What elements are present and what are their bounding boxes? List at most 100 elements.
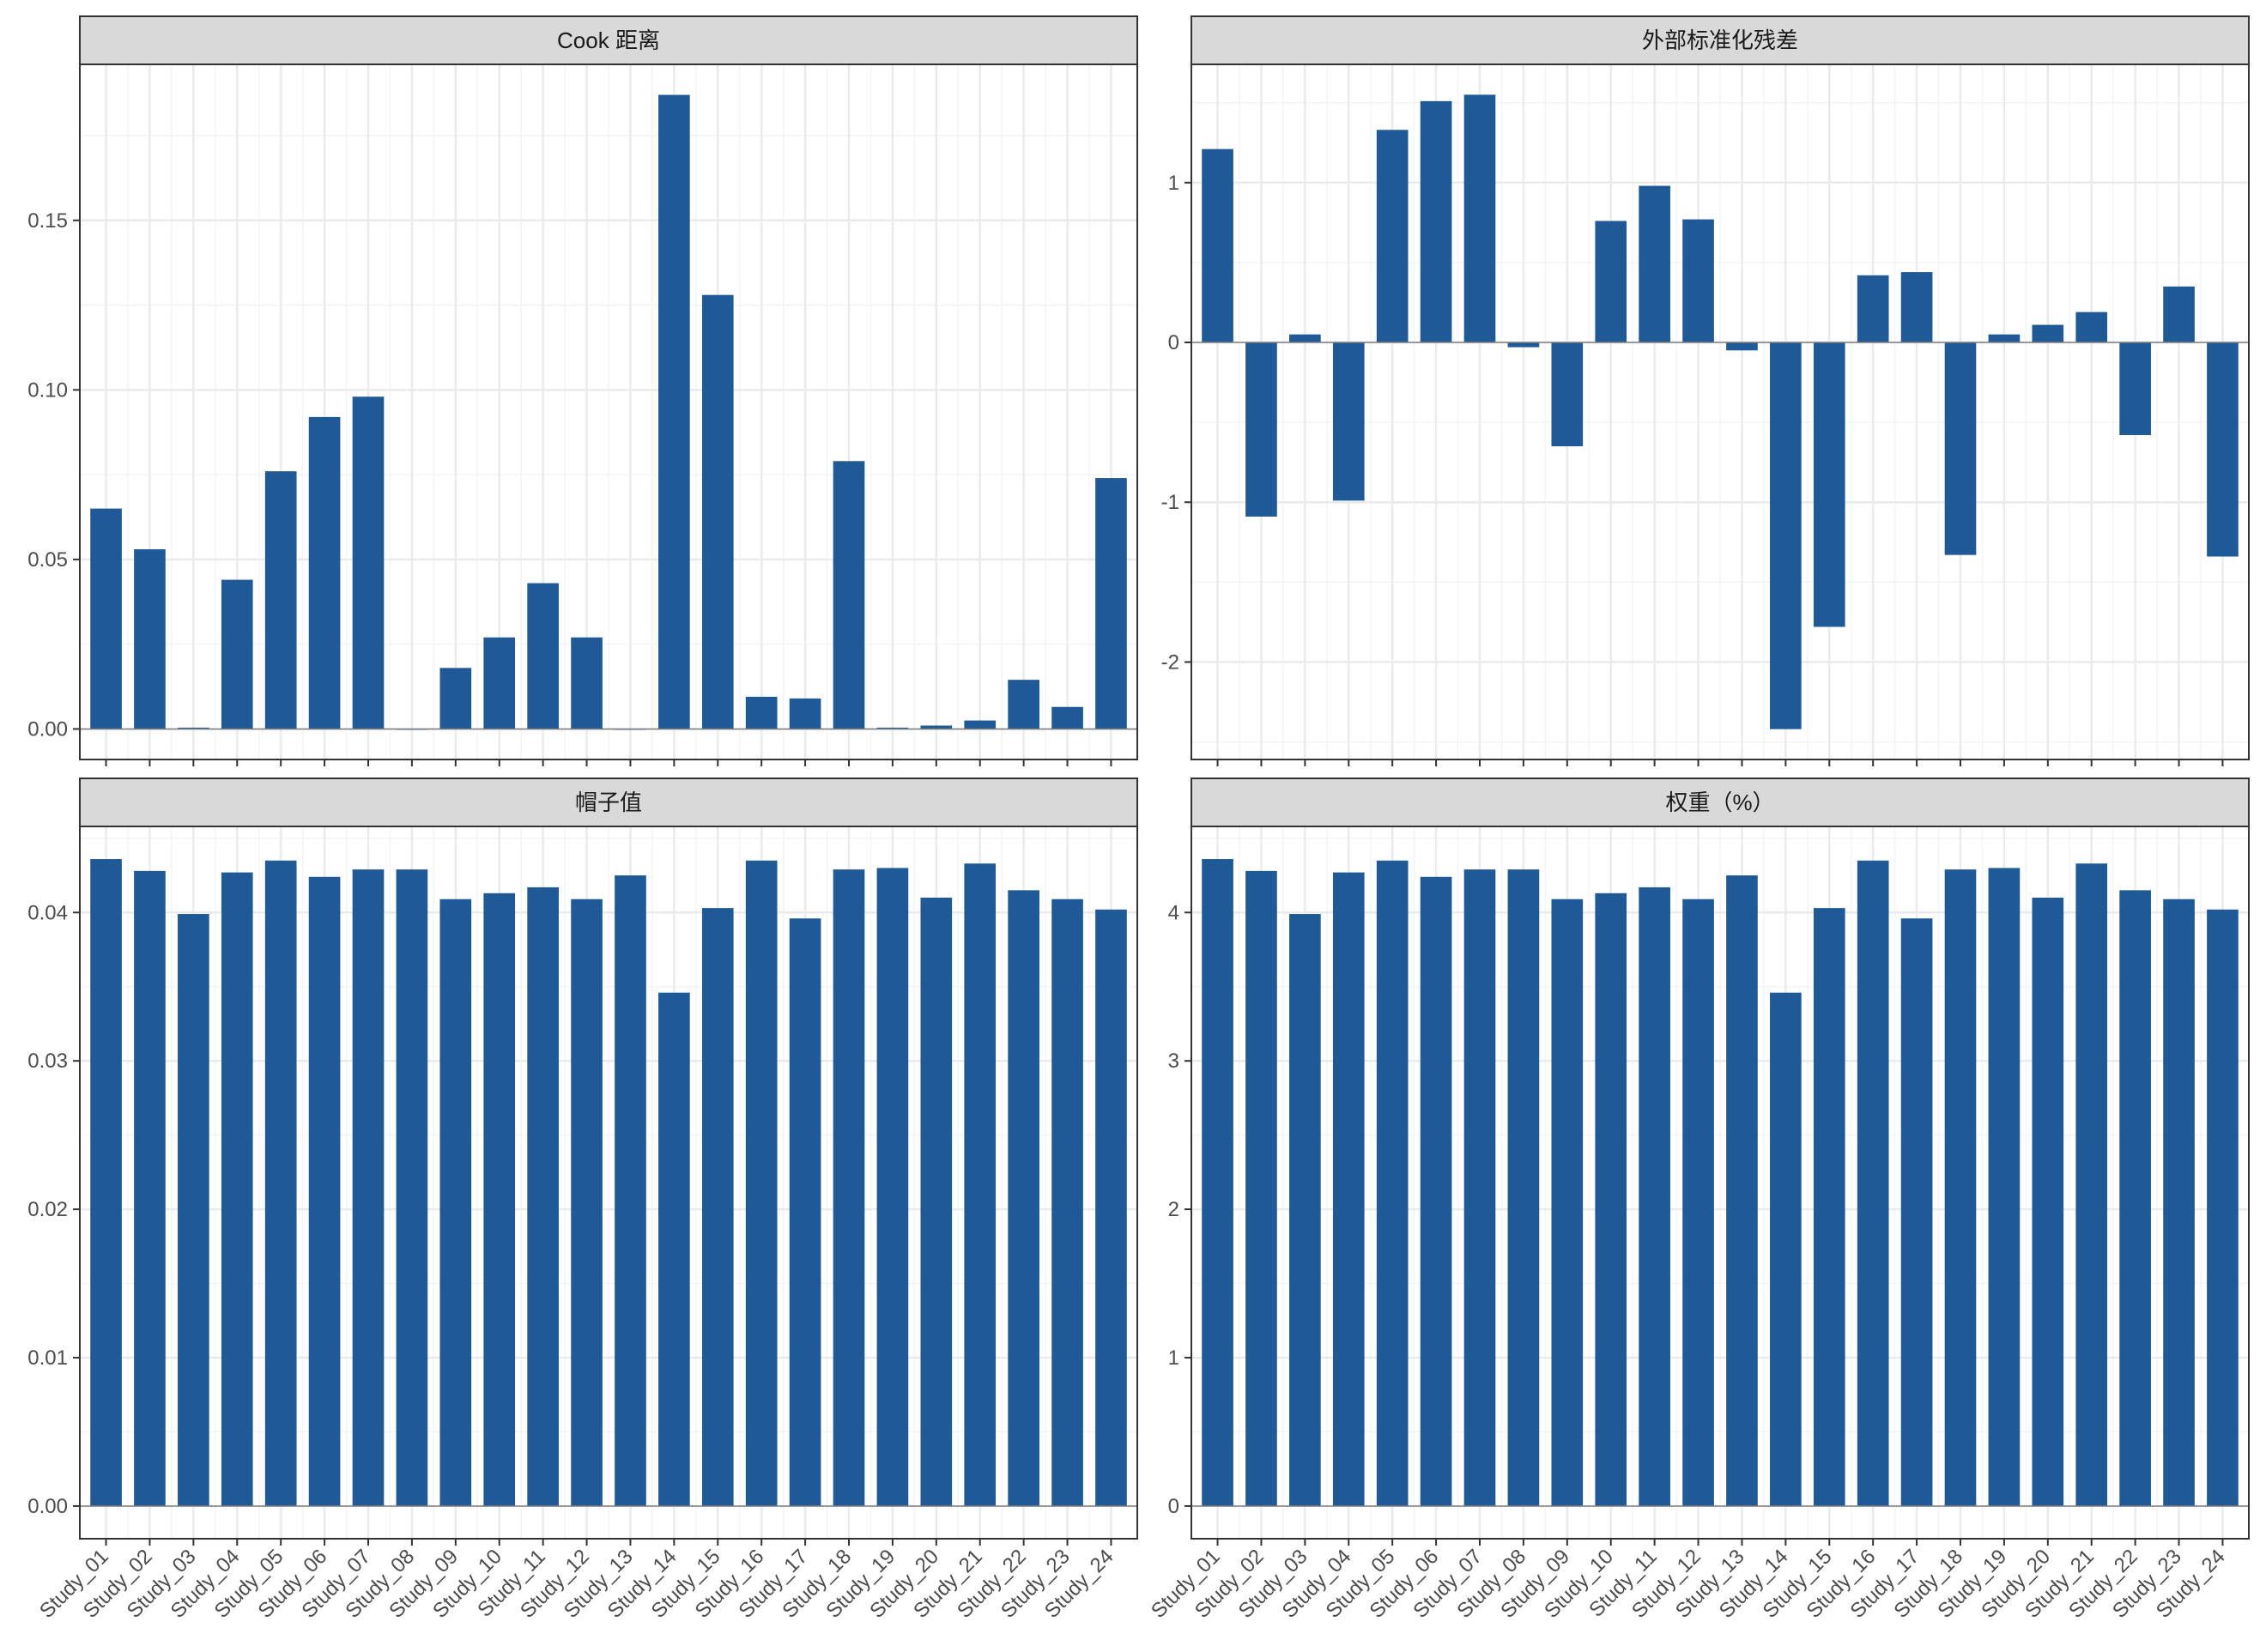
bar-Study_15: [701, 908, 734, 1506]
bar-Study_14: [1770, 992, 1802, 1506]
panel-border: [1191, 64, 2250, 760]
bar-Study_03: [1289, 914, 1321, 1506]
y-tick-label: 0.00: [27, 1495, 68, 1518]
bar-Study_22: [1008, 890, 1039, 1506]
y-tick-label: -1: [1161, 491, 1179, 514]
bar-Study_02: [1245, 870, 1277, 1506]
bar-Study_12: [1682, 219, 1714, 342]
bar-Study_24: [2207, 342, 2239, 557]
panel-strip: [79, 15, 1138, 65]
y-tick-label: 0.04: [27, 901, 68, 924]
bar-Study_15: [1813, 342, 1845, 627]
bar-Study_17: [1900, 272, 1933, 342]
bar-Study_14: [1770, 342, 1802, 729]
bar-Study_07: [352, 869, 385, 1506]
panel-strip: [1191, 15, 2250, 65]
bar-Study_17: [789, 698, 821, 729]
bar-Study_01: [1202, 859, 1233, 1506]
panel-title: 帽子值: [575, 790, 642, 815]
bar-Study_02: [134, 870, 166, 1506]
bar-Study_04: [221, 872, 253, 1506]
y-tick-label: 0.03: [27, 1050, 68, 1073]
panel-strip: [79, 778, 1138, 827]
y-tick-label: -2: [1161, 651, 1179, 674]
bar-Study_16: [745, 696, 778, 729]
bar-Study_16: [745, 860, 778, 1506]
bar-Study_24: [2207, 909, 2239, 1506]
bar-Study_17: [1900, 918, 1933, 1506]
bar-Study_19: [1988, 868, 2021, 1506]
bar-Study_11: [1639, 887, 1670, 1506]
bar-Study_19: [876, 868, 909, 1506]
bar-Study_03: [178, 727, 209, 729]
bar-Study_16: [1857, 275, 1889, 342]
bar-Study_01: [90, 859, 122, 1506]
bar-Study_13: [1726, 342, 1758, 351]
y-tick-label: 4: [1168, 901, 1179, 924]
bar-Study_13: [1726, 875, 1758, 1506]
y-tick-label: 1: [1168, 1346, 1179, 1370]
bar-Study_06: [1420, 876, 1452, 1506]
bar-Study_23: [1051, 706, 1083, 729]
bar-Study_06: [1420, 100, 1452, 343]
bar-Study_14: [658, 94, 690, 729]
bar-Study_21: [2075, 863, 2108, 1506]
bar-Study_07: [1463, 94, 1496, 343]
bar-Study_04: [221, 579, 253, 729]
bar-Study_09: [439, 899, 472, 1506]
bar-Study_09: [1551, 342, 1584, 447]
bar-Study_10: [483, 893, 516, 1506]
bar-Study_05: [1376, 860, 1409, 1506]
bar-Study_16: [1857, 860, 1889, 1506]
bar-Study_02: [134, 549, 166, 729]
panel-border: [79, 64, 1138, 760]
bar-Study_23: [1051, 899, 1083, 1506]
y-tick-label: 0.05: [27, 548, 68, 572]
bar-Study_18: [833, 461, 865, 729]
bar-Study_03: [178, 914, 209, 1506]
bar-Study_11: [527, 583, 559, 729]
bar-Study_06: [308, 416, 341, 729]
bar-Study_12: [571, 899, 603, 1506]
bar-Study_09: [439, 668, 472, 729]
bar-Study_13: [615, 875, 646, 1506]
bar-Study_18: [1944, 869, 1977, 1506]
bar-Study_02: [1245, 342, 1277, 517]
y-tick-label: 0.10: [27, 378, 68, 402]
bar-Study_22: [2119, 890, 2151, 1506]
bar-Study_03: [1289, 334, 1321, 342]
bar-Study_05: [264, 860, 297, 1506]
bar-Study_22: [2119, 342, 2151, 435]
panel-3: 帽子值0.000.010.020.030.04Study_01Study_02S…: [27, 778, 1138, 1623]
bar-Study_01: [90, 508, 122, 729]
bar-Study_21: [2075, 312, 2108, 342]
bar-Study_20: [920, 898, 953, 1506]
panel-4: 权重（%）01234Study_01Study_02Study_03Study_…: [1147, 778, 2250, 1623]
panel-border: [79, 826, 1138, 1540]
panel-strip: [1191, 778, 2250, 827]
bar-Study_22: [1008, 680, 1039, 729]
panel-border: [1191, 826, 2250, 1540]
bar-Study_09: [1551, 899, 1584, 1506]
bar-Study_15: [701, 294, 734, 729]
bar-Study_08: [1507, 869, 1540, 1506]
bar-Study_05: [264, 471, 297, 729]
y-tick-label: 2: [1168, 1198, 1179, 1221]
bar-Study_12: [1682, 899, 1714, 1506]
bar-Study_10: [1595, 221, 1627, 342]
bar-Study_12: [571, 637, 603, 729]
panel-title: 权重（%）: [1665, 790, 1774, 815]
bar-Study_05: [1376, 130, 1409, 342]
bar-Study_08: [396, 869, 428, 1506]
y-tick-label: 0.15: [27, 209, 68, 233]
bar-Study_21: [964, 863, 997, 1506]
y-tick-label: 0: [1168, 1495, 1179, 1518]
bar-Study_18: [833, 869, 865, 1506]
bar-Study_24: [1095, 478, 1127, 729]
bar-Study_10: [483, 637, 516, 729]
bar-Study_08: [1507, 342, 1540, 348]
bar-Study_20: [920, 725, 953, 729]
bar-Study_07: [1463, 869, 1496, 1506]
